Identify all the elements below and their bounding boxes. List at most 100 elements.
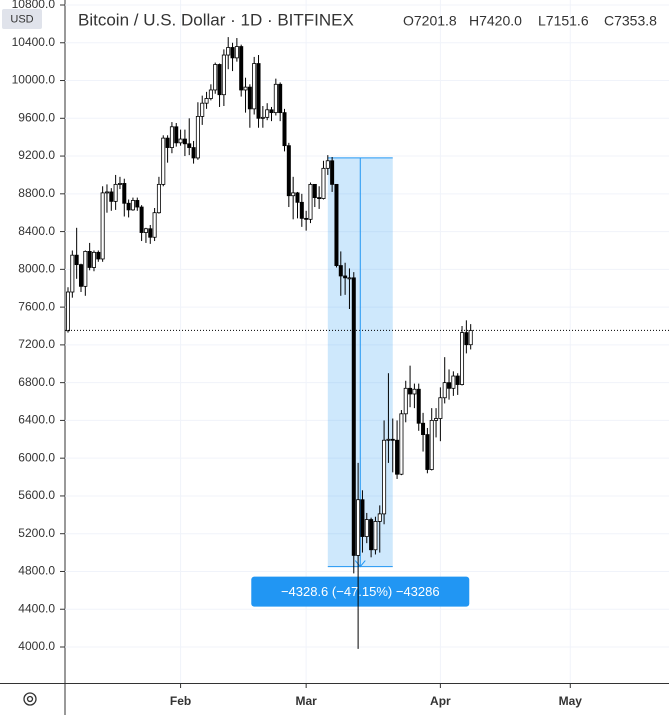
candle-body (434, 418, 439, 421)
candle-body (260, 116, 265, 119)
candle-body (377, 513, 382, 522)
y-tick-label: 9200.0 (18, 148, 55, 162)
candle-body (200, 102, 205, 117)
candle-body (308, 183, 313, 220)
candle-body (351, 277, 356, 556)
candle-body (148, 228, 153, 238)
y-tick-label: 4800.0 (18, 564, 55, 578)
x-tick-label: Mar (295, 694, 317, 708)
y-tick-label: 8000.0 (18, 262, 55, 276)
candle-body (269, 109, 274, 114)
candle-body (213, 64, 218, 91)
x-tick-label: May (559, 694, 583, 708)
candle-body (468, 329, 473, 346)
candle-body (455, 375, 460, 385)
candle-body (408, 387, 413, 395)
candle-body (295, 192, 300, 203)
candle-body (165, 137, 170, 148)
candle-body (399, 413, 404, 475)
candle-body (347, 277, 352, 280)
currency-label: USD (10, 13, 33, 25)
candle-body (113, 183, 118, 202)
candle-body (317, 197, 322, 200)
x-tick-label: Apr (430, 694, 451, 708)
candle-body (182, 138, 187, 145)
candle-body (208, 89, 213, 99)
candle-body (100, 192, 105, 260)
y-tick-label: 8800.0 (18, 186, 55, 200)
candle-body (338, 265, 343, 277)
candle-body (429, 420, 434, 470)
candle-body (382, 439, 387, 515)
candle-body (243, 86, 248, 91)
measure-arrowhead (354, 560, 366, 568)
candle-body (117, 183, 122, 185)
candle-body (386, 438, 391, 441)
candle-body (126, 202, 131, 211)
candle-body (256, 63, 261, 119)
candle-body (412, 388, 417, 395)
y-tick-label: 5600.0 (18, 488, 55, 502)
currency-badge (2, 9, 42, 29)
y-tick-label: 8400.0 (18, 224, 55, 238)
candle-body (174, 126, 179, 144)
plot-area: −4328.6 (−47.15%) −43286 (65, 0, 669, 683)
ohlc-value: O7201.8 (403, 13, 457, 29)
candle-body (70, 254, 75, 293)
candle-body (152, 212, 157, 238)
y-tick-label: 7200.0 (18, 337, 55, 351)
settings-icon[interactable] (23, 692, 37, 706)
candle-body (66, 291, 71, 332)
ohlc-value: L7151.6 (538, 13, 589, 29)
candle-body (464, 332, 469, 346)
candle-body (178, 138, 183, 144)
candle-body (299, 201, 304, 219)
candle-body (325, 160, 330, 169)
candle-body (364, 519, 369, 537)
candle-body (135, 200, 140, 208)
candle-body (343, 275, 348, 279)
y-tick-label: 9600.0 (18, 110, 55, 124)
candle-body (109, 191, 114, 202)
candle-body (304, 217, 309, 220)
candle-body (291, 192, 296, 197)
candle-body (447, 382, 452, 389)
candle-body (330, 160, 335, 185)
x-tick-label: Feb (170, 694, 191, 708)
candle-body (373, 521, 378, 551)
candle-body (143, 228, 148, 233)
candle-body (390, 438, 395, 441)
candle-body (234, 46, 239, 59)
y-tick-label: 6400.0 (18, 413, 55, 427)
candle-body (195, 116, 200, 159)
y-tick-label: 10800.0 (12, 0, 56, 11)
candle-body (217, 64, 222, 96)
candle-body (226, 47, 231, 56)
candle-body (161, 137, 166, 185)
candle-body (96, 251, 101, 260)
candle-body (421, 422, 426, 435)
candle-body (369, 519, 374, 551)
candle-body (425, 434, 430, 470)
candle-body (252, 63, 257, 110)
candle-body (130, 200, 135, 211)
candle-body (278, 83, 283, 114)
candle-body (156, 183, 161, 214)
candle-body (321, 167, 326, 199)
y-tick-label: 4400.0 (18, 601, 55, 615)
symbol-title: Bitcoin / U.S. Dollar · 1D · BITFINEX (78, 10, 354, 29)
y-tick-label: 5200.0 (18, 526, 55, 540)
measure-label-box (251, 576, 470, 607)
candle-body (282, 112, 287, 147)
candle-body (239, 46, 244, 91)
candle-body (122, 183, 127, 204)
candle-body (221, 54, 226, 96)
candle-body (87, 251, 92, 268)
candle-body (395, 439, 400, 475)
candle-body (139, 206, 144, 233)
candle-body (451, 375, 456, 389)
candle-body (204, 98, 209, 104)
candle-body (191, 147, 196, 159)
candle-body (78, 264, 83, 287)
